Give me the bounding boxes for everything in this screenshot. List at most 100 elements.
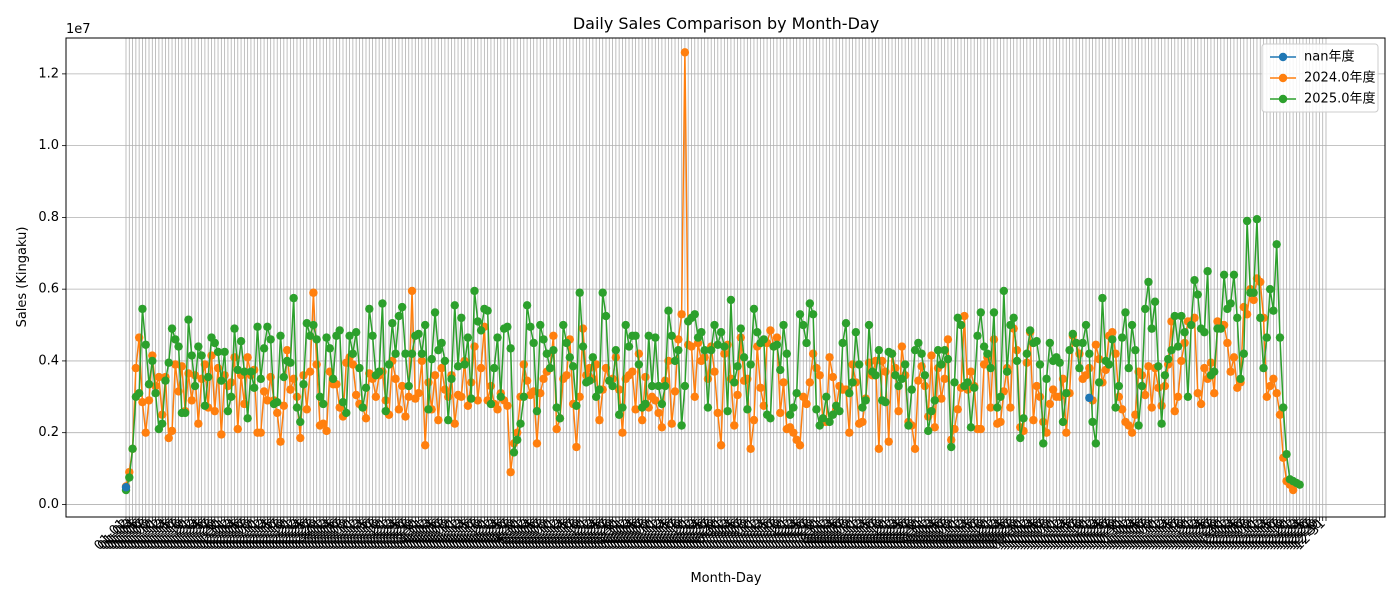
data-point <box>414 389 423 398</box>
data-point <box>697 328 706 337</box>
data-point <box>1170 406 1179 416</box>
data-point <box>766 414 775 423</box>
data-point <box>822 392 831 401</box>
data-point <box>506 467 515 477</box>
data-point <box>348 349 358 358</box>
data-point <box>907 385 916 394</box>
data-point <box>1108 335 1117 344</box>
data-point <box>213 347 223 357</box>
data-point <box>463 401 473 410</box>
data-point <box>1045 399 1055 409</box>
legend-item: nan年度 <box>1270 49 1354 65</box>
data-point <box>618 428 627 437</box>
data-point <box>1196 399 1206 409</box>
data-point <box>559 320 568 330</box>
data-point <box>993 403 1002 412</box>
data-point <box>526 322 535 332</box>
data-point <box>799 392 808 401</box>
data-point <box>736 324 745 333</box>
data-point <box>914 338 923 348</box>
data-point <box>378 299 387 308</box>
data-point <box>1062 428 1071 437</box>
data-point <box>1177 311 1186 321</box>
data-point <box>1045 338 1055 348</box>
data-point <box>427 354 436 364</box>
data-point <box>473 317 482 326</box>
data-point <box>1157 419 1166 428</box>
data-point <box>424 378 433 387</box>
data-point <box>1249 288 1258 297</box>
data-point <box>568 362 578 371</box>
data-point <box>746 360 755 369</box>
series-0 <box>121 393 1094 492</box>
data-point <box>578 342 588 351</box>
data-point <box>463 333 473 342</box>
data-point <box>457 392 466 401</box>
data-point <box>315 392 325 401</box>
data-point <box>884 437 893 446</box>
data-point <box>1269 306 1278 315</box>
data-point <box>289 293 298 303</box>
data-point <box>450 301 459 310</box>
data-point <box>286 358 295 367</box>
data-point <box>634 360 644 369</box>
data-point <box>733 362 742 371</box>
data-point <box>733 390 742 400</box>
data-point <box>970 383 979 393</box>
data-point <box>1288 485 1298 495</box>
data-point <box>164 433 173 443</box>
data-point <box>450 419 459 428</box>
data-point <box>1068 329 1078 339</box>
data-point <box>1150 297 1160 306</box>
data-point <box>279 401 289 410</box>
data-point <box>1035 360 1045 369</box>
data-point <box>1134 421 1143 430</box>
data-point <box>1180 328 1189 337</box>
data-point <box>792 389 801 398</box>
data-point <box>1006 403 1015 412</box>
data-point <box>151 389 160 398</box>
data-point <box>1032 381 1041 391</box>
data-point <box>144 396 154 405</box>
data-point <box>490 363 499 373</box>
data-point <box>628 367 637 376</box>
data-point <box>1173 342 1183 351</box>
data-point <box>539 374 548 384</box>
y-tick-label: 0.2 <box>38 425 59 440</box>
data-point <box>920 371 930 380</box>
data-point <box>1098 293 1107 303</box>
data-point <box>1055 358 1064 367</box>
data-point <box>828 372 838 382</box>
data-point <box>529 338 538 348</box>
data-point <box>861 396 870 405</box>
data-point <box>368 331 377 341</box>
data-point <box>1275 410 1285 419</box>
x-axis-label: Month-Day <box>690 571 761 586</box>
data-point <box>457 313 466 323</box>
data-point <box>1160 371 1170 380</box>
data-point <box>1114 381 1124 391</box>
data-point <box>979 360 989 369</box>
data-point <box>927 351 936 360</box>
data-point <box>585 376 594 385</box>
x-tick-marks <box>125 517 1327 521</box>
data-point <box>440 385 450 394</box>
data-point <box>1124 421 1133 430</box>
data-point <box>388 319 397 328</box>
data-point <box>1144 277 1153 287</box>
data-point <box>680 48 690 57</box>
data-point <box>296 433 305 443</box>
data-point <box>476 363 486 373</box>
data-point <box>1124 363 1133 373</box>
data-point <box>1210 367 1219 376</box>
data-point <box>910 345 920 355</box>
data-point <box>194 342 203 351</box>
data-point <box>407 349 417 358</box>
data-point <box>273 397 282 407</box>
data-point <box>483 306 492 315</box>
data-point <box>233 365 242 375</box>
legend-label: 2024.0年度 <box>1304 70 1376 86</box>
data-point <box>851 328 861 337</box>
data-point <box>808 310 818 319</box>
data-point <box>776 365 785 375</box>
